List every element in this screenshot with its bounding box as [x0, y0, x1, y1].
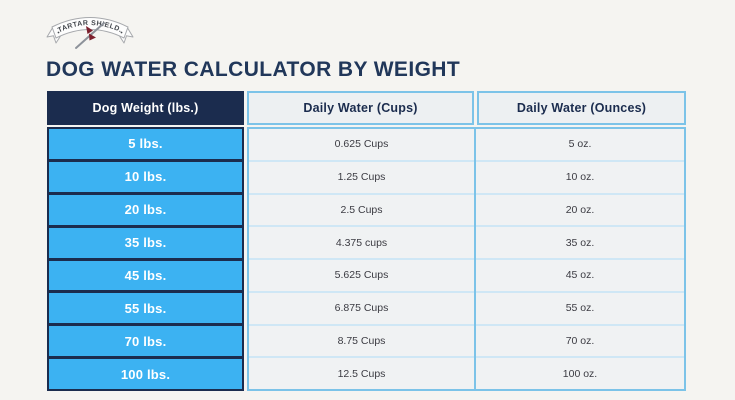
water-table: Dog Weight (lbs.) 5 lbs. 10 lbs. 20 lbs.…: [47, 91, 686, 391]
cups-cell: 0.625 Cups: [249, 129, 474, 162]
weight-column: Dog Weight (lbs.) 5 lbs. 10 lbs. 20 lbs.…: [47, 91, 244, 391]
column-header-weight: Dog Weight (lbs.): [47, 91, 244, 125]
ounces-cell: 5 oz.: [476, 129, 684, 162]
cups-cell: 8.75 Cups: [249, 326, 474, 359]
ounces-cell: 20 oz.: [476, 195, 684, 228]
water-columns: Daily Water (Cups) Daily Water (Ounces) …: [247, 91, 686, 391]
ounces-column-body: 5 oz. 10 oz. 20 oz. 35 oz. 45 oz. 55 oz.…: [476, 129, 684, 389]
column-header-ounces: Daily Water (Ounces): [477, 91, 686, 125]
cups-column-body: 0.625 Cups 1.25 Cups 2.5 Cups 4.375 cups…: [249, 129, 476, 389]
ribbon-banner-icon: TARTAR SHIELD.: [46, 17, 134, 49]
weight-cell: 35 lbs.: [49, 227, 242, 258]
ounces-cell: 70 oz.: [476, 326, 684, 359]
weight-cell: 100 lbs.: [49, 359, 242, 389]
toothbrush-icon: [75, 22, 105, 49]
weight-cell: 55 lbs.: [49, 293, 242, 324]
column-header-cups: Daily Water (Cups): [247, 91, 474, 125]
weight-cell: 10 lbs.: [49, 161, 242, 192]
tartar-shield-logo: TARTAR SHIELD.: [45, 6, 135, 54]
cups-cell: 4.375 cups: [249, 227, 474, 260]
page-title: DOG WATER CALCULATOR BY WEIGHT: [46, 58, 461, 81]
ounces-cell: 10 oz.: [476, 162, 684, 195]
water-columns-body: 0.625 Cups 1.25 Cups 2.5 Cups 4.375 cups…: [247, 127, 686, 391]
cups-cell: 2.5 Cups: [249, 195, 474, 228]
ounces-cell: 45 oz.: [476, 260, 684, 293]
water-column-headers: Daily Water (Cups) Daily Water (Ounces): [247, 91, 686, 125]
cups-cell: 5.625 Cups: [249, 260, 474, 293]
cups-cell: 1.25 Cups: [249, 162, 474, 195]
ounces-cell: 35 oz.: [476, 227, 684, 260]
weight-cell: 45 lbs.: [49, 260, 242, 291]
ounces-cell: 55 oz.: [476, 293, 684, 326]
weight-cell: 20 lbs.: [49, 194, 242, 225]
weight-cell: 70 lbs.: [49, 326, 242, 357]
ounces-cell: 100 oz.: [562, 367, 598, 380]
weight-column-body: 5 lbs. 10 lbs. 20 lbs. 35 lbs. 45 lbs. 5…: [47, 127, 244, 391]
weight-cell: 5 lbs.: [49, 129, 242, 159]
cups-cell: 6.875 Cups: [249, 293, 474, 326]
cups-cell: 12.5 Cups: [337, 367, 386, 380]
